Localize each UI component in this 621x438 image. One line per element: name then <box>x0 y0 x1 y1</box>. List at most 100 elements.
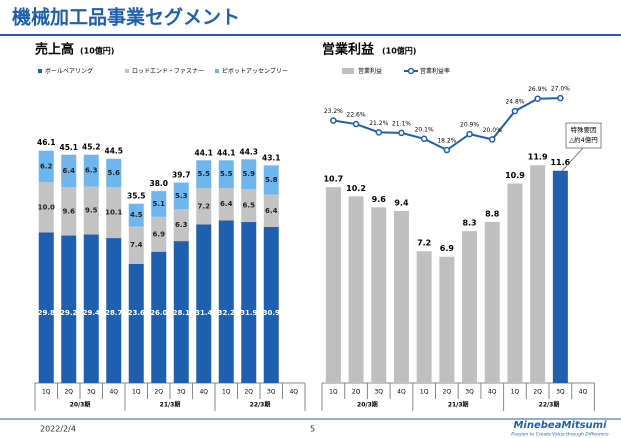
bar-segment <box>151 251 167 383</box>
x-tick-label: 2Q <box>533 389 542 396</box>
total-label: 46.1 <box>37 138 56 147</box>
data-label: 26.9% <box>528 86 547 93</box>
bar-segment <box>241 189 257 222</box>
group-label: 21/3期 <box>160 401 181 409</box>
x-tick-label: 1Q <box>329 389 338 396</box>
bar-segment <box>241 221 257 383</box>
data-label: 5.1 <box>153 200 166 208</box>
data-label: 29.8 <box>38 309 55 317</box>
chart-title: 営業利益 <box>322 42 374 58</box>
data-label: 6.3 <box>85 167 98 175</box>
bar-segment <box>61 235 77 383</box>
legend-swatch <box>125 69 129 73</box>
line-marker <box>511 107 519 115</box>
bar <box>484 221 500 383</box>
data-label: 10.2 <box>346 184 366 193</box>
data-label: 8.3 <box>462 219 476 228</box>
data-label: 6.3 <box>175 221 188 229</box>
data-label: 5.8 <box>265 176 278 184</box>
data-label: 29.4 <box>83 309 100 317</box>
bar <box>393 210 409 383</box>
x-tick-label: 4Q <box>579 389 588 396</box>
data-label: 28.7 <box>105 309 122 317</box>
total-label: 39.7 <box>172 171 191 180</box>
bar-segment <box>218 188 234 221</box>
bar-segment <box>196 188 212 225</box>
group-label: 20/3期 <box>357 401 378 409</box>
x-tick-label: 3Q <box>465 389 474 396</box>
bar <box>462 231 478 383</box>
total-label: 45.1 <box>59 143 78 152</box>
bar <box>507 183 523 383</box>
legend-marker <box>407 67 415 75</box>
bar <box>325 187 341 383</box>
data-label: 6.5 <box>243 201 256 209</box>
line-marker <box>420 135 428 143</box>
data-label: 10.0 <box>38 203 55 211</box>
tagline: Passion to Create Value through Differen… <box>511 432 609 438</box>
x-tick-label: 1Q <box>420 389 429 396</box>
bar-segment <box>173 209 189 242</box>
x-tick-label: 4Q <box>109 389 118 396</box>
legend-label: 営業利益率 <box>420 67 450 75</box>
bar-segment <box>218 220 234 383</box>
annotation: △約4億円 <box>569 135 598 144</box>
chart-unit: (10億円) <box>382 46 416 56</box>
total-label: 44.3 <box>239 147 258 156</box>
legend-swatch <box>342 68 354 74</box>
data-label: 6.9 <box>153 230 166 238</box>
bar-segment <box>263 165 279 195</box>
data-label: 6.2 <box>40 162 53 170</box>
total-label: 44.1 <box>217 148 236 157</box>
data-label: 20.1% <box>415 126 434 133</box>
bar-segment <box>38 150 54 183</box>
x-tick-label: 4Q <box>397 389 406 396</box>
x-tick-label: 4Q <box>488 389 497 396</box>
x-tick-label: 2Q <box>154 389 163 396</box>
data-label: 9.4 <box>394 198 409 207</box>
footer-date: 2022/2/4 <box>40 425 76 434</box>
line-marker <box>466 130 473 138</box>
data-label: 23.6 <box>128 309 145 317</box>
x-tick-label: 1Q <box>511 389 520 396</box>
x-tick-label: 3Q <box>267 389 276 396</box>
data-label: 18.2% <box>437 138 456 145</box>
total-label: 44.1 <box>194 148 213 157</box>
annotation-leader <box>560 147 584 173</box>
bar-segment <box>83 234 99 383</box>
data-label: 6.9 <box>440 244 455 253</box>
data-label: 11.6 <box>550 158 570 167</box>
total-label: 38.0 <box>149 179 168 188</box>
bar <box>530 165 546 383</box>
data-label: 6.4 <box>265 207 278 215</box>
bar-segment <box>151 191 167 217</box>
data-label: 6.4 <box>220 200 233 208</box>
total-label: 45.2 <box>82 143 101 152</box>
total-label: 43.1 <box>262 153 281 162</box>
legend-label: 営業利益 <box>358 67 382 75</box>
bar-segment <box>173 182 189 210</box>
bar-segment <box>173 241 189 383</box>
bar-segment <box>38 182 54 233</box>
line-marker <box>352 120 360 128</box>
bar-segment <box>61 154 77 188</box>
line-marker <box>330 117 337 124</box>
data-label: 9.6 <box>63 207 76 215</box>
bar-segment <box>83 154 99 187</box>
data-label: 8.8 <box>485 209 500 218</box>
bar-segment <box>218 160 234 189</box>
x-tick-label: 2Q <box>244 389 253 396</box>
slide-title: 機械加工品事業セグメント <box>12 6 240 29</box>
x-tick-label: 1Q <box>42 389 51 396</box>
data-label: 31.9 <box>240 309 257 317</box>
total-label: 44.5 <box>104 146 123 155</box>
group-label: 22/3期 <box>250 401 271 409</box>
x-tick-label: 3Q <box>374 389 383 396</box>
data-label: 6.4 <box>63 167 76 175</box>
annotation-box <box>565 122 602 149</box>
data-label: 7.2 <box>417 239 431 248</box>
legend-label: ロッドエンド・ファスナー <box>132 68 204 75</box>
x-tick-label: 3Q <box>177 389 186 396</box>
data-label: 5.9 <box>243 170 256 178</box>
